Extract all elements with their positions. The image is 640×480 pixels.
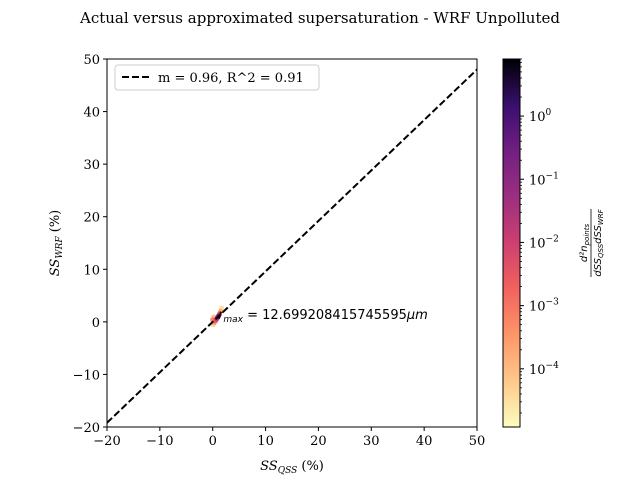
rmax-annotation: rmax = 12.699208415745595μm <box>218 308 428 325</box>
x-tick-label: −20 <box>93 434 120 449</box>
y-tick-label: 40 <box>83 106 100 121</box>
y-tick-label: 20 <box>83 211 100 226</box>
chart-title: Actual versus approximated supersaturati… <box>79 9 560 27</box>
fit-line <box>107 68 477 424</box>
y-ticks: −20 −10 0 10 20 30 40 50 <box>73 53 107 436</box>
colorbar-tick-label: 100 <box>529 108 552 125</box>
colorbar-tick-label: 10−4 <box>529 361 559 378</box>
y-tick-label: 30 <box>83 158 100 173</box>
fit-line-group <box>107 68 477 424</box>
colorbar-tick-label: 10−2 <box>529 234 559 251</box>
x-tick-label: 20 <box>310 434 327 449</box>
x-tick-label: 0 <box>209 434 217 449</box>
y-tick-label: 50 <box>83 53 100 68</box>
x-tick-label: −10 <box>146 434 173 449</box>
x-tick-label: 10 <box>257 434 274 449</box>
y-tick-label: 10 <box>83 263 100 278</box>
colorbar-ticks: 100 10−1 10−2 10−3 10−4 <box>520 58 559 414</box>
x-tick-label: 50 <box>469 434 486 449</box>
legend: m = 0.96, R^2 = 0.91 <box>114 64 320 91</box>
x-tick-label: 40 <box>416 434 433 449</box>
y-tick-label: −10 <box>73 368 100 383</box>
x-tick-label: 30 <box>363 434 380 449</box>
plot-frame <box>106 58 478 428</box>
svg-text:d²npoints: d²npoints <box>579 224 591 263</box>
colorbar: 100 10−1 10−2 10−3 10−4 d²npoints dSSQSSdSSW… <box>502 58 605 428</box>
colorbar-tick-label: 10−3 <box>529 298 559 315</box>
legend-label: m = 0.96, R^2 = 0.91 <box>158 71 304 86</box>
x-ticks: −20 −10 0 10 20 30 40 50 <box>93 427 485 449</box>
colorbar-label: d²npoints dSSQSSdSSWRF <box>579 208 605 277</box>
svg-text:dSSQSSdSSWRF: dSSQSSdSSWRF <box>593 208 605 276</box>
x-axis-label: SSQSS (%) <box>260 459 324 476</box>
legend-box <box>114 64 320 91</box>
y-tick-label: 0 <box>92 316 100 331</box>
y-axis-label: SSWRF (%) <box>48 210 65 277</box>
colorbar-tick-label: 10−1 <box>529 171 559 188</box>
y-tick-label: −20 <box>73 421 100 436</box>
colorbar-gradient <box>502 58 521 428</box>
